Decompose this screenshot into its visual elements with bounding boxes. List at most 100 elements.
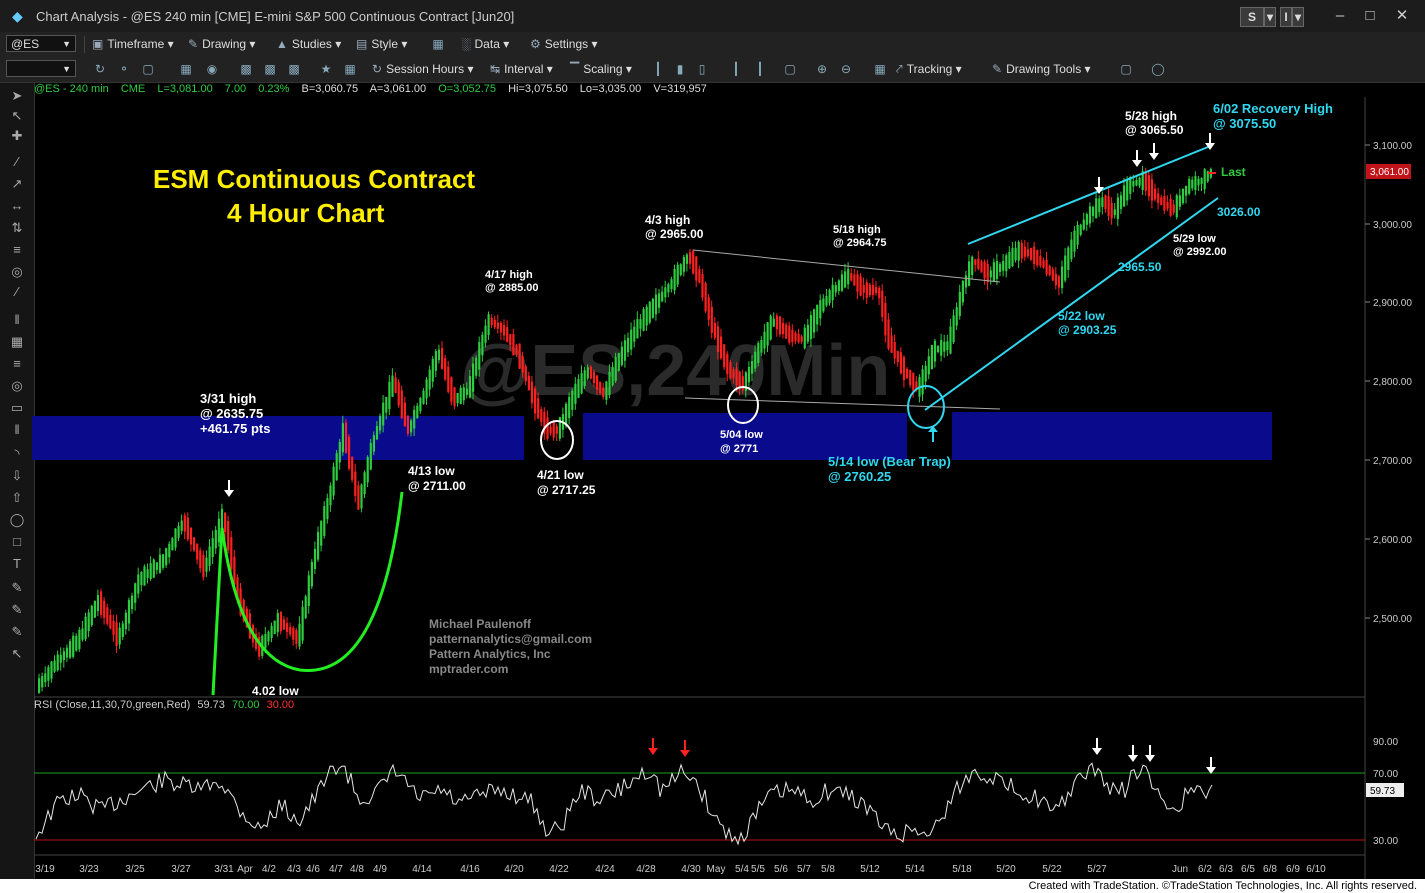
date-tick-label: 3/27 xyxy=(171,864,191,875)
zoom-bars-icon[interactable]: ┃ xyxy=(732,62,740,76)
cursor-icon[interactable]: ➤ xyxy=(11,88,23,103)
interval-menu[interactable]: ↹ Interval ▾ xyxy=(490,62,553,76)
date-axis: 3/19 3/23 3/25 3/27 3/31 Apr 4/2 4/3 4/6 4/7 4/8 4/… xyxy=(35,864,1326,875)
symbol-link-button[interactable]: S xyxy=(1240,7,1264,27)
parallel-icon[interactable]: ≡ xyxy=(13,242,21,257)
down-arrow-tool-icon[interactable]: ⇩ xyxy=(11,468,23,483)
minimize-icon[interactable]: – xyxy=(1335,7,1345,24)
candle-body xyxy=(1020,242,1023,259)
candle-body xyxy=(44,673,47,683)
data-menu[interactable]: ░ Data ▾ xyxy=(462,37,510,51)
date-tick-label: 6/9 xyxy=(1286,864,1300,875)
text-tool-icon[interactable]: T xyxy=(13,556,21,571)
zoom-out-bars-icon[interactable]: ┃ xyxy=(756,62,764,76)
ray-icon[interactable]: ↗ xyxy=(11,176,23,191)
settings-menu[interactable]: ⚙ Settings ▾ xyxy=(530,37,598,51)
candle-body xyxy=(633,326,636,342)
candle-body xyxy=(983,261,986,279)
up-arrow-tool-icon[interactable]: ⇧ xyxy=(11,490,23,505)
grid-tracking-icon[interactable]: ▦ xyxy=(874,62,886,76)
layout-icon[interactable]: ▦ xyxy=(432,37,444,51)
ann-529-value: @ 2992.00 xyxy=(1173,246,1227,258)
link-icon[interactable]: ⚬ xyxy=(118,62,130,76)
candle-body xyxy=(41,676,44,688)
window-icon[interactable]: ▢ xyxy=(142,62,154,76)
target-icon[interactable]: ◎ xyxy=(11,378,23,393)
scaling-menu[interactable]: ▔ Scaling ▾ xyxy=(570,62,632,76)
price-tick-label: 2,900.00 xyxy=(1373,298,1412,309)
session-hours-menu[interactable]: ↻ Session Hours ▾ xyxy=(372,62,474,76)
candle-style-icon[interactable]: ▮ xyxy=(676,62,684,76)
drawing-menu[interactable]: ✎ Drawing ▾ xyxy=(188,37,256,51)
studies-menu[interactable]: ▲ Studies ▾ xyxy=(276,37,342,51)
eraser-icon[interactable]: ✎ xyxy=(11,602,23,617)
candle-body xyxy=(406,415,410,434)
vertical-lines-icon[interactable]: ‖ xyxy=(14,312,20,327)
candle-body xyxy=(537,398,540,419)
grid-small-icon[interactable]: ▦ xyxy=(344,62,356,76)
close-icon[interactable]: ✕ xyxy=(1395,7,1409,24)
grid-icon[interactable]: ▦ xyxy=(180,62,192,76)
window-left-icon[interactable]: ▢ xyxy=(784,62,796,76)
fib-grid-icon[interactable]: ▦ xyxy=(10,334,24,349)
candle-body xyxy=(103,600,106,618)
print-icon[interactable]: ▩ xyxy=(288,62,300,76)
arc-icon[interactable]: ◝ xyxy=(14,446,20,461)
fib-time-icon[interactable]: ▭ xyxy=(10,400,24,415)
fan-icon[interactable]: ‖ xyxy=(14,422,20,437)
fx-icon[interactable]: ★ xyxy=(320,62,332,76)
ann-602-high: 6/02 Recovery High xyxy=(1213,101,1333,116)
chart-icon[interactable]: ▩ xyxy=(240,62,252,76)
candle-body xyxy=(1026,249,1030,257)
style-menu[interactable]: ▤ Style ▾ xyxy=(356,37,408,51)
trendline-icon[interactable]: ∕ xyxy=(15,154,19,169)
horizontal-line-icon[interactable]: ↔ xyxy=(10,198,24,213)
symbol-link-dropdown[interactable]: ▾ xyxy=(1264,7,1276,27)
candle-body xyxy=(245,608,248,628)
date-tick-label: Apr xyxy=(237,864,253,875)
add-window-icon[interactable]: ▢ xyxy=(1120,62,1132,76)
candle-hollow-icon[interactable]: ▯ xyxy=(698,62,706,76)
candle-body xyxy=(884,302,887,336)
chat-icon[interactable]: ◯ xyxy=(1151,62,1165,76)
candle-body xyxy=(1166,202,1169,209)
maximize-icon[interactable]: □ xyxy=(1365,7,1375,24)
refresh-icon[interactable]: ↻ xyxy=(94,62,106,76)
candle-body xyxy=(177,526,180,538)
bar-style-icon[interactable]: ┃ xyxy=(654,62,662,76)
candle-body xyxy=(434,351,437,371)
fib-levels-icon[interactable]: ≡ xyxy=(13,356,21,371)
candle-body xyxy=(881,290,884,317)
crosshair-icon[interactable]: ✚ xyxy=(11,128,23,143)
rectangle-tool-icon[interactable]: □ xyxy=(13,534,21,549)
select-drawing-icon[interactable]: ↖ xyxy=(11,646,23,661)
candle-body xyxy=(202,554,205,578)
gann-icon[interactable]: ◎ xyxy=(11,264,23,279)
circle-tool-icon[interactable]: ◯ xyxy=(9,512,25,527)
select-cursor-icon[interactable]: ↖ xyxy=(11,108,23,123)
candle-body xyxy=(909,369,912,386)
candle-body xyxy=(930,344,933,370)
candle-body xyxy=(741,376,744,391)
candle-body xyxy=(1088,206,1092,224)
tracking-menu[interactable]: ⤤ Tracking ▾ xyxy=(896,62,962,76)
up-arrow-icon xyxy=(928,426,938,442)
candle-body xyxy=(574,383,577,404)
candle-body xyxy=(527,375,530,391)
zoom-out-icon[interactable]: ⊖ xyxy=(840,62,852,76)
candle-body xyxy=(627,337,630,353)
interval-link-button[interactable]: I xyxy=(1280,7,1292,27)
gauge-icon[interactable]: ◉ xyxy=(206,62,218,76)
drawing-tools-menu[interactable]: ✎ Drawing Tools ▾ xyxy=(992,62,1091,76)
pen-tool-icon[interactable]: ✎ xyxy=(11,580,23,595)
zoom-in-icon[interactable]: ⊕ xyxy=(816,62,828,76)
timeframe-menu[interactable]: ▣ Timeframe ▾ xyxy=(92,37,174,51)
pitchfork-icon[interactable]: ∕ xyxy=(15,284,19,299)
symbol-input[interactable]: @ES ▼ xyxy=(6,35,76,52)
save-icon[interactable]: ▩ xyxy=(264,62,276,76)
brush-icon[interactable]: ✎ xyxy=(11,624,23,639)
channel-icon[interactable]: ⇅ xyxy=(11,220,23,235)
interval-input[interactable]: ▼ xyxy=(6,60,76,77)
interval-link-dropdown[interactable]: ▾ xyxy=(1292,7,1304,27)
